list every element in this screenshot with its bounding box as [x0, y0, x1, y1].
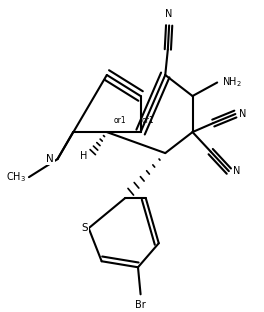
Text: or1: or1 [113, 115, 126, 124]
Text: or1: or1 [142, 115, 154, 124]
Text: CH$_3$: CH$_3$ [6, 170, 26, 184]
Text: N: N [46, 154, 54, 164]
Text: N: N [239, 109, 247, 119]
Text: NH$_2$: NH$_2$ [222, 76, 242, 90]
Text: S: S [82, 223, 88, 233]
Text: N: N [166, 9, 173, 19]
Text: N: N [233, 166, 240, 176]
Text: H: H [80, 151, 87, 161]
Text: Br: Br [135, 300, 146, 310]
